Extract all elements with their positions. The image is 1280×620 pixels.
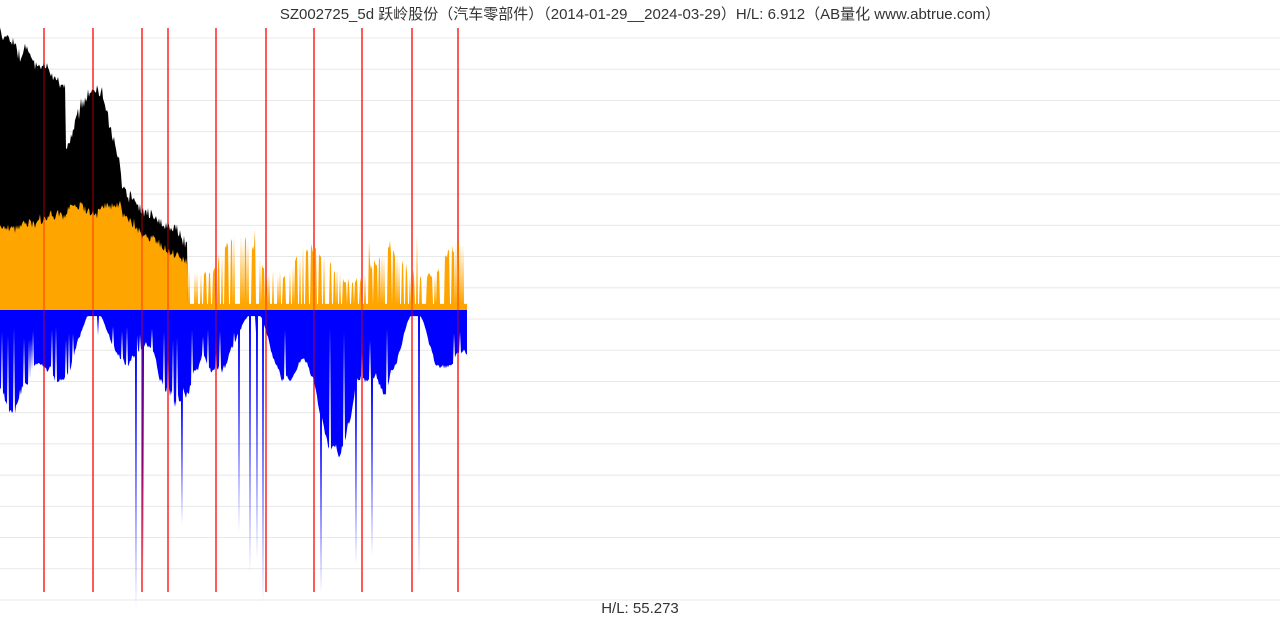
chart-container: SZ002725_5d 跃岭股份（汽车零部件）（2014-01-29__2024… — [0, 0, 1280, 620]
chart-title: SZ002725_5d 跃岭股份（汽车零部件）（2014-01-29__2024… — [0, 3, 1280, 24]
chart-footer: H/L: 55.273 — [0, 600, 1280, 617]
price-volume-chart — [0, 0, 1280, 620]
